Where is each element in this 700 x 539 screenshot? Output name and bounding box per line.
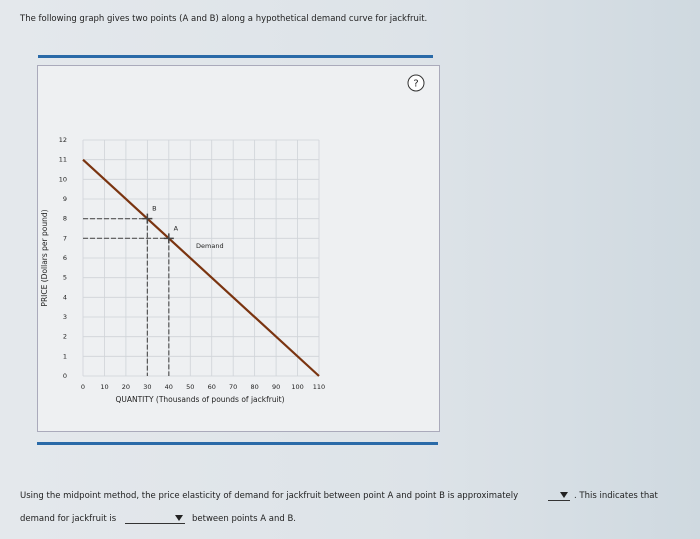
y-tick-label: 2 <box>63 333 67 341</box>
x-tick-label: 70 <box>229 383 237 391</box>
y-tick-label: 9 <box>63 195 67 203</box>
y-tick-label: 3 <box>63 313 67 321</box>
x-tick-label: 60 <box>208 383 216 391</box>
point-label: B <box>152 205 156 213</box>
x-tick-label: 110 <box>313 383 325 391</box>
question-text: . This indicates that <box>574 491 658 501</box>
demand-type-dropdown[interactable] <box>125 513 185 524</box>
demand-line <box>82 158 320 377</box>
series-label: Demand <box>196 242 224 250</box>
x-tick-label: 10 <box>100 383 108 391</box>
x-tick-label: 90 <box>272 383 280 391</box>
y-tick-label: 6 <box>63 254 67 262</box>
x-tick-label: 100 <box>291 383 303 391</box>
y-tick-label: 11 <box>59 156 67 164</box>
y-tick-label: 10 <box>59 175 67 183</box>
x-tick-label: 20 <box>122 383 130 391</box>
bottom-rule <box>37 442 438 445</box>
question-text: Using the midpoint method, the price ela… <box>20 491 519 501</box>
x-tick-label: 50 <box>186 383 194 391</box>
point-label: A <box>174 224 179 232</box>
point-marker <box>142 213 153 224</box>
y-tick-label: 0 <box>63 372 67 380</box>
x-axis-label: QUANTITY (Thousands of pounds of jackfru… <box>115 395 284 404</box>
question-text: between points A and B. <box>192 514 297 524</box>
elasticity-dropdown[interactable] <box>548 490 570 501</box>
x-tick-label: 0 <box>81 383 85 391</box>
x-tick-label: 40 <box>165 383 173 391</box>
help-icon[interactable] <box>407 74 425 92</box>
help-icon-text[interactable]: ? <box>413 79 418 90</box>
y-tick-label: 8 <box>63 215 67 223</box>
y-axis-label: PRICE (Dollars per pound) <box>40 209 49 306</box>
prompt: The following graph gives two points (A … <box>20 14 428 24</box>
point-marker <box>163 233 174 244</box>
question-text: demand for jackfruit is <box>20 514 117 524</box>
y-tick-label: 1 <box>63 352 67 360</box>
y-tick-label: 12 <box>59 136 67 144</box>
y-tick-label: 4 <box>63 293 67 301</box>
x-tick-label: 30 <box>143 383 151 391</box>
y-tick-label: 7 <box>63 234 67 242</box>
y-tick-label: 5 <box>63 274 67 282</box>
x-tick-label: 80 <box>250 383 258 391</box>
top-rule <box>38 55 433 58</box>
